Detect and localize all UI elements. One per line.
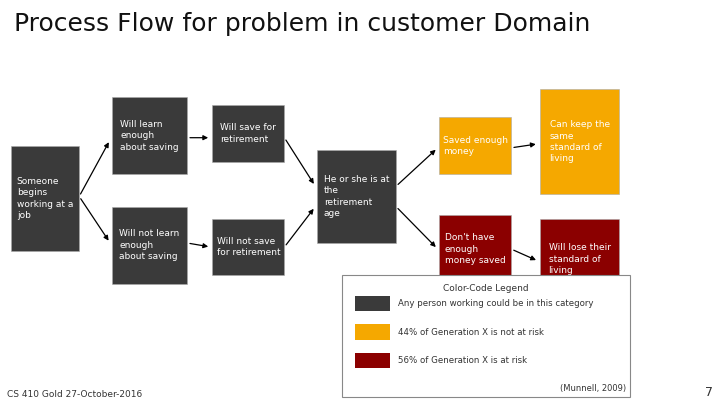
FancyBboxPatch shape — [355, 296, 390, 311]
FancyBboxPatch shape — [112, 207, 187, 284]
FancyBboxPatch shape — [355, 324, 390, 340]
FancyBboxPatch shape — [212, 219, 284, 275]
Text: 44% of Generation X is not at risk: 44% of Generation X is not at risk — [398, 328, 544, 337]
FancyBboxPatch shape — [342, 275, 630, 397]
FancyBboxPatch shape — [439, 117, 511, 174]
Text: CS 410 Gold 27-October-2016: CS 410 Gold 27-October-2016 — [7, 390, 143, 399]
FancyBboxPatch shape — [540, 89, 619, 194]
Text: Don't have
enough
money saved: Don't have enough money saved — [445, 233, 505, 265]
FancyBboxPatch shape — [540, 219, 619, 300]
FancyBboxPatch shape — [317, 150, 396, 243]
Text: Can keep the
same
standard of
living: Can keep the same standard of living — [549, 120, 610, 164]
Text: 56% of Generation X is at risk: 56% of Generation X is at risk — [398, 356, 527, 365]
Text: He or she is at
the
retirement
age: He or she is at the retirement age — [324, 175, 389, 218]
Text: Will learn
enough
about saving: Will learn enough about saving — [120, 120, 179, 151]
Text: Any person working could be in this category: Any person working could be in this cate… — [398, 299, 594, 308]
Text: Color-Code Legend: Color-Code Legend — [444, 284, 528, 293]
Text: 7: 7 — [705, 386, 713, 399]
Text: Someone
begins
working at a
job: Someone begins working at a job — [17, 177, 73, 220]
FancyBboxPatch shape — [112, 97, 187, 174]
FancyBboxPatch shape — [11, 146, 79, 251]
Text: Will lose their
standard of
living: Will lose their standard of living — [549, 243, 611, 275]
Text: Saved enough
money: Saved enough money — [443, 136, 508, 156]
FancyBboxPatch shape — [439, 215, 511, 284]
Text: (Munnell, 2009): (Munnell, 2009) — [559, 384, 626, 393]
Text: Process Flow for problem in customer Domain: Process Flow for problem in customer Dom… — [14, 12, 591, 36]
FancyBboxPatch shape — [212, 105, 284, 162]
Text: Will not save
for retirement: Will not save for retirement — [217, 237, 280, 257]
Text: Will save for
retirement: Will save for retirement — [220, 124, 276, 144]
Text: Will not learn
enough
about saving: Will not learn enough about saving — [120, 229, 179, 261]
FancyBboxPatch shape — [355, 353, 390, 368]
